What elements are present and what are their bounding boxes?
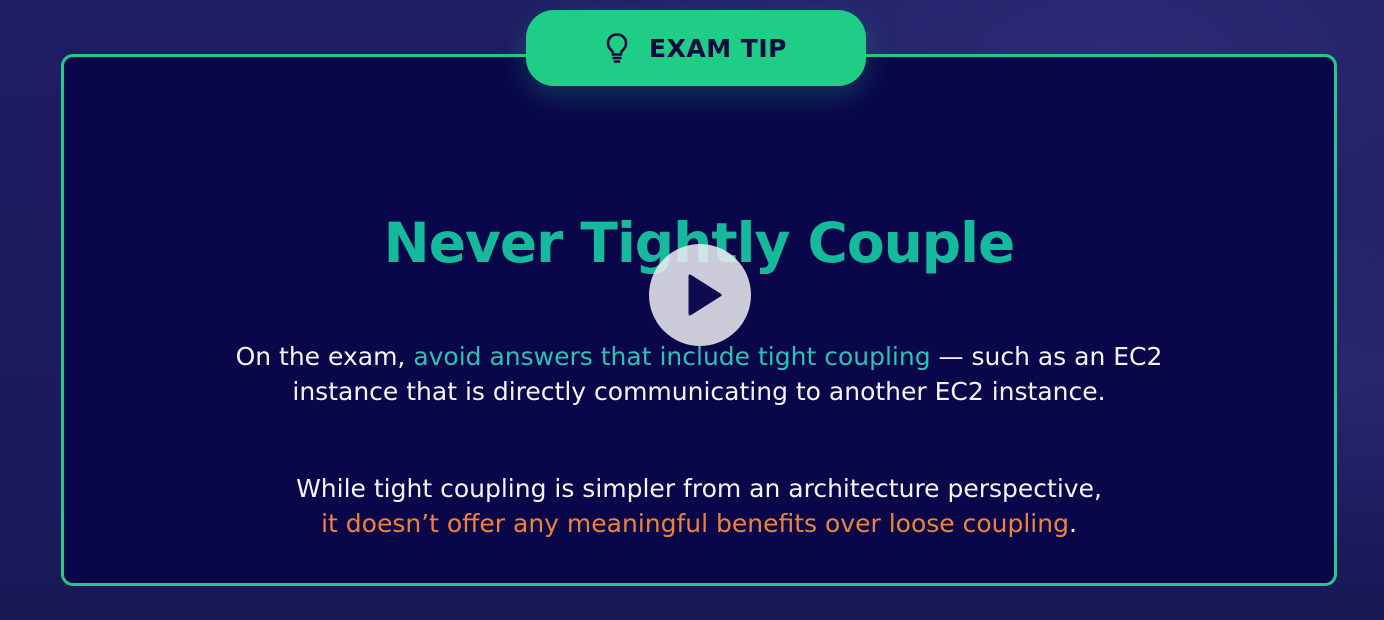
- paragraph-2-highlight: it doesn’t offer any meaningful benefits…: [321, 509, 1069, 538]
- paragraph-1-highlight: avoid answers that include tight couplin…: [413, 342, 931, 371]
- play-button[interactable]: [649, 244, 751, 346]
- play-icon: [688, 274, 722, 316]
- tip-paragraph-2: While tight coupling is simpler from an …: [64, 471, 1334, 541]
- paragraph-1-line-2: instance that is directly communicating …: [292, 377, 1106, 406]
- paragraph-2-line-1: While tight coupling is simpler from an …: [296, 474, 1102, 503]
- lightbulb-icon: [606, 33, 628, 63]
- badge-label: EXAM TIP: [649, 33, 787, 63]
- paragraph-1-continuation: — such as an EC2: [930, 342, 1163, 371]
- paragraph-2-end: .: [1068, 509, 1077, 538]
- tip-card: Never Tightly Couple On the exam, avoid …: [61, 54, 1337, 586]
- exam-tip-badge: EXAM TIP: [526, 10, 866, 86]
- tip-paragraph-1: On the exam, avoid answers that include …: [64, 339, 1334, 409]
- paragraph-1-intro: On the exam,: [235, 342, 414, 371]
